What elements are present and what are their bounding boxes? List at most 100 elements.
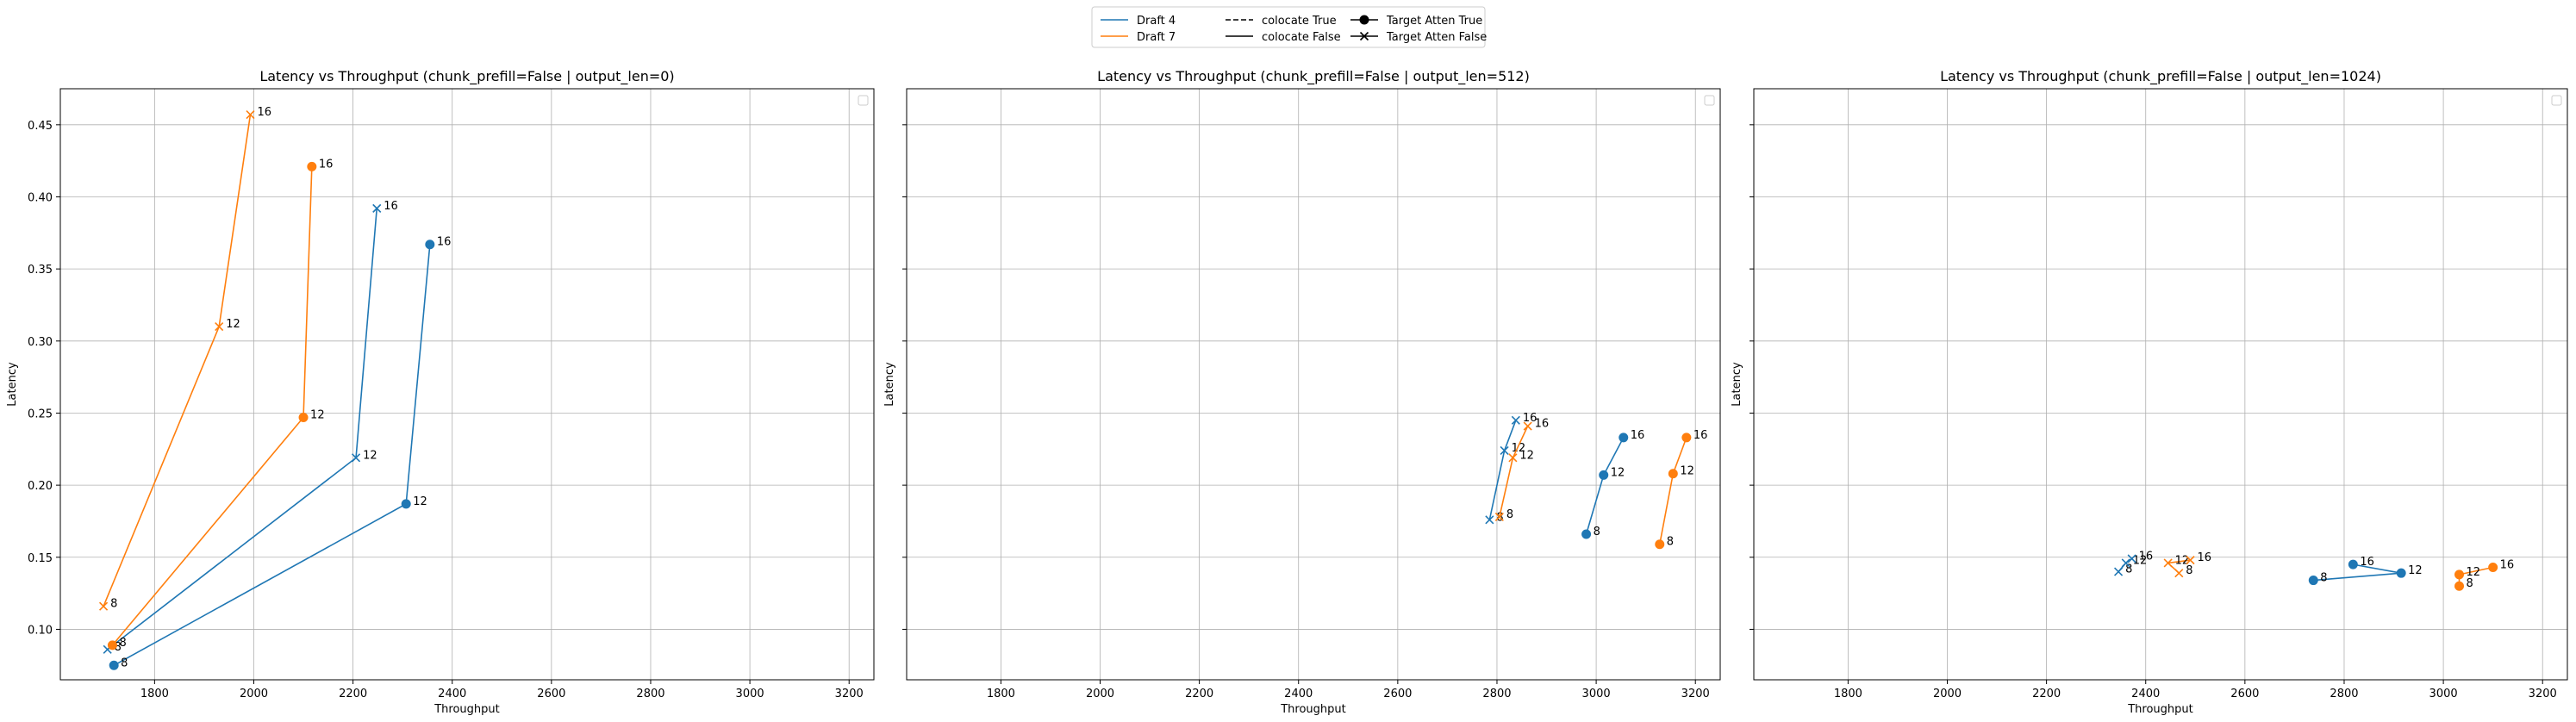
chart-panel-3: 1800 2000 2200 2400 2600 2800 3000 320081216812…	[1731, 68, 2568, 716]
legend-x-marker	[1359, 31, 1369, 41]
plot-frame	[906, 88, 1721, 681]
data-point-circle-marker	[107, 640, 117, 650]
legend-item: colocate True	[1226, 15, 1337, 28]
data-point-circle-marker	[2454, 570, 2465, 580]
series-line	[1585, 437, 1625, 535]
empty-legend-box	[858, 95, 869, 106]
data-label: 16	[319, 158, 334, 171]
x-tick-label: 2000	[1933, 688, 1962, 700]
x-tick-label: 2400	[1284, 688, 1313, 700]
data-point-x-marker-stroke	[351, 453, 361, 463]
x-axis-label: Throughput	[433, 703, 500, 716]
data-point-x-marker	[99, 601, 109, 611]
legend-frame	[1091, 6, 1486, 48]
data-label: 12	[226, 318, 240, 331]
data-label: 8	[110, 598, 117, 611]
data-label: 12	[2408, 564, 2423, 577]
data-point-circle-marker	[307, 161, 317, 171]
data-point-x-marker	[1485, 515, 1494, 525]
data-label: 12	[310, 408, 325, 421]
data-point-x-marker-stroke	[2174, 569, 2184, 578]
chart-title: Latency vs Throughput (chunk_prefill=Fal…	[1940, 68, 2381, 85]
empty-legend-box	[1704, 95, 1715, 106]
chart-panel-1: 1800 2000 2200 2400 2600 2800 3000 3200 0.10 0.15…	[6, 68, 875, 716]
data-label: 8	[1594, 526, 1600, 538]
data-label: 12	[2133, 554, 2148, 567]
data-point-x-marker-stroke	[1485, 515, 1494, 525]
x-tick-label: 2600	[2230, 688, 2259, 700]
y-axis-label: Latency	[883, 362, 896, 407]
data-label: 12	[1512, 442, 1526, 455]
data-label: 12	[2467, 566, 2481, 579]
y-tick-label: 0.40	[28, 191, 53, 204]
data-label: 8	[2186, 564, 2192, 577]
data-point-x-marker	[372, 203, 382, 213]
data-point-x-marker	[1511, 415, 1520, 425]
data-label: 12	[1611, 466, 1625, 479]
data-point-circle-marker	[298, 412, 309, 422]
x-tick-label: 3000	[1582, 688, 1611, 700]
y-axis-label: Latency	[6, 362, 19, 407]
x-tick-label: 2200	[339, 688, 367, 700]
data-point-circle-marker	[2488, 562, 2498, 572]
data-label: 16	[2500, 558, 2515, 571]
chart-title: Latency vs Throughput (chunk_prefill=Fal…	[1097, 68, 1530, 85]
data-point-x-marker	[2163, 558, 2173, 568]
data-label: 16	[2360, 556, 2374, 569]
data-label: 8	[1506, 508, 1513, 521]
legend-x-marker-stroke	[1359, 31, 1369, 41]
data-point-x-marker-stroke	[2114, 567, 2124, 576]
data-label: 16	[2198, 551, 2212, 564]
series-line	[107, 208, 378, 650]
data-point-circle-marker	[2454, 581, 2465, 591]
data-point-x-marker-stroke	[2186, 556, 2195, 565]
legend-label: Draft 7	[1137, 31, 1176, 44]
y-tick-label: 0.20	[28, 480, 53, 493]
plot-frame	[1753, 88, 2568, 681]
legend-label: colocate True	[1262, 15, 1337, 28]
data-point-x-marker-stroke	[1511, 415, 1520, 425]
data-point-x-marker	[1508, 453, 1518, 463]
y-tick-label: 0.25	[28, 408, 53, 420]
chart-panel-2: 1800 2000 2200 2400 2600 2800 3000 3200 8 12 16 8 12…	[883, 68, 1721, 716]
data-point-x-marker	[246, 110, 255, 120]
data-label: 16	[437, 236, 452, 249]
legend-circle-marker	[1359, 15, 1369, 25]
x-tick-label: 3200	[835, 688, 864, 700]
legend-item: Draft 4	[1101, 15, 1176, 28]
legend-label: Target Atten False	[1386, 31, 1487, 44]
data-point-circle-marker	[425, 240, 435, 250]
data-point-x-marker-stroke	[2163, 558, 2173, 568]
legend-item: Draft 7	[1101, 31, 1176, 44]
data-point-x-marker	[2186, 556, 2195, 565]
x-tick-label: 2800	[636, 688, 664, 700]
data-point-x-marker-stroke	[246, 110, 255, 120]
legend: Draft 4 Draft 7 colocate True colocate Fals…	[1091, 6, 1487, 48]
legend-item: Target Atten False	[1350, 31, 1487, 44]
data-point-circle-marker	[1581, 529, 1592, 539]
legend-label: colocate False	[1262, 31, 1341, 44]
data-label: 8	[115, 641, 122, 654]
data-label: 12	[2175, 554, 2190, 567]
data-point-x-marker-stroke	[215, 322, 224, 332]
x-tick-label: 2400	[438, 688, 466, 700]
chart-panels: 1800 2000 2200 2400 2600 2800 3000 3200 0.10 0.15…	[6, 68, 2568, 716]
y-tick-label: 0.35	[28, 264, 53, 277]
data-point-circle-marker	[109, 660, 119, 670]
data-point-x-marker	[2121, 558, 2130, 568]
data-label: 16	[1631, 429, 1645, 442]
data-point-circle-marker	[2396, 568, 2406, 578]
x-tick-label: 1800	[987, 688, 1015, 700]
plot-frame	[59, 88, 875, 681]
data-point-x-marker-stroke	[372, 203, 382, 213]
x-tick-label: 2000	[1086, 688, 1114, 700]
x-axis-label: Throughput	[1280, 703, 1346, 716]
data-label: 8	[2320, 572, 2327, 585]
y-tick-label: 0.45	[28, 120, 53, 133]
series-line	[1499, 426, 1529, 518]
x-tick-label: 2200	[2032, 688, 2061, 700]
data-label: 8	[1667, 536, 1674, 549]
data-point-x-marker	[2114, 567, 2124, 576]
data-label: 8	[2125, 563, 2132, 576]
